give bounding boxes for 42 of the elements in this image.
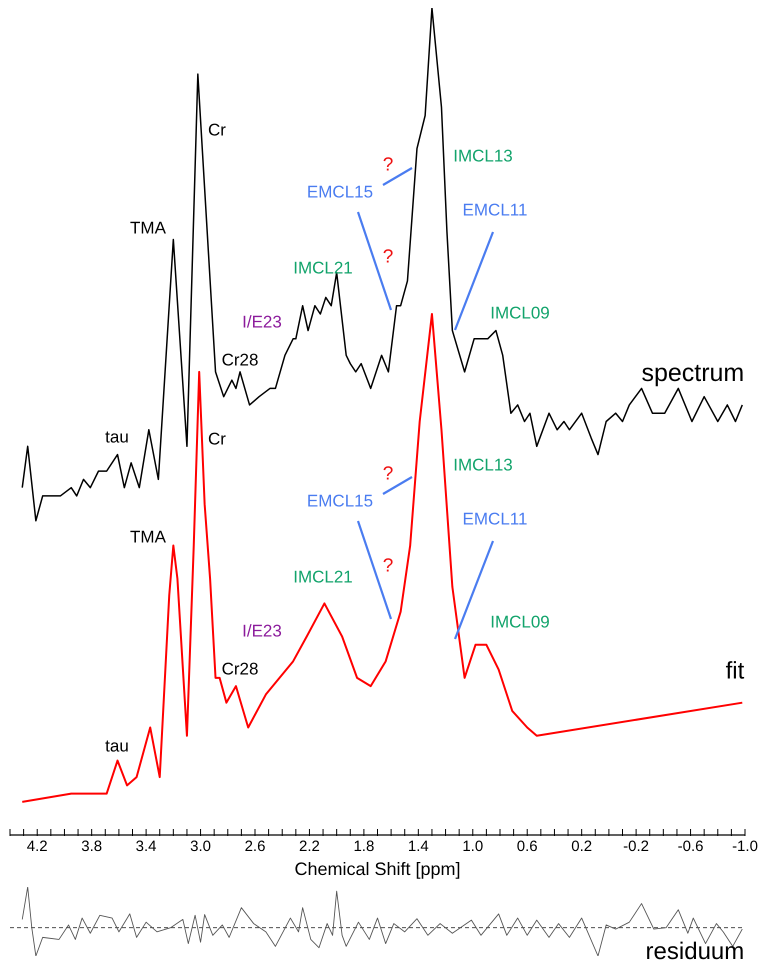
annotation: IMCL09 xyxy=(490,304,550,322)
annotation: tau xyxy=(105,428,129,446)
series-label: fit xyxy=(726,658,745,685)
annotation: EMCL11 xyxy=(462,510,528,528)
annotation: ? xyxy=(382,464,394,484)
annotation: EMCL15 xyxy=(306,492,374,510)
annotation: EMCL11 xyxy=(462,200,528,220)
series-label: spectrum xyxy=(641,358,744,387)
annotation: Cr xyxy=(208,430,226,448)
x-tick-label: 1.4 xyxy=(408,838,429,855)
series-label: residuum xyxy=(646,938,744,966)
x-tick-label: 1.8 xyxy=(353,838,374,855)
x-axis-title: Chemical Shift [ppm] xyxy=(294,859,461,879)
x-tick-label: 3.4 xyxy=(136,838,157,855)
annotation: I/E23 xyxy=(242,312,282,332)
annotation: IMCL21 xyxy=(293,258,353,278)
annotation: Cr28 xyxy=(222,350,258,370)
x-tick-label: 2.6 xyxy=(244,838,266,855)
annotation: ? xyxy=(382,154,394,176)
x-tick-label: -0.6 xyxy=(678,838,704,855)
x-tick-label: 4.2 xyxy=(26,838,48,855)
x-tick-label: 3.0 xyxy=(190,838,211,855)
annotation: Cr28 xyxy=(222,660,258,678)
x-tick-label: -0.2 xyxy=(623,838,650,855)
annotation: tau xyxy=(105,736,129,756)
annotation: IMCL21 xyxy=(293,568,353,586)
annotation: TMA xyxy=(130,218,167,238)
annotation: EMCL15 xyxy=(306,182,374,202)
annotation: IMCL13 xyxy=(453,146,513,166)
x-tick-label: 1.0 xyxy=(462,838,484,855)
annotation: IMCL13 xyxy=(453,456,513,474)
annotation: ? xyxy=(382,556,394,576)
x-tick-label: 3.8 xyxy=(81,838,102,855)
x-tick-label: 0.2 xyxy=(571,838,592,855)
annotation: Cr xyxy=(208,120,226,140)
x-tick-label: -1.0 xyxy=(732,838,758,855)
x-tick-label: 2.2 xyxy=(299,838,320,855)
x-tick-label: 0.6 xyxy=(516,838,538,855)
annotation: I/E23 xyxy=(242,622,282,640)
annotation: IMCL09 xyxy=(490,612,550,632)
annotation: TMA xyxy=(130,528,167,546)
annotation: ? xyxy=(382,246,394,268)
